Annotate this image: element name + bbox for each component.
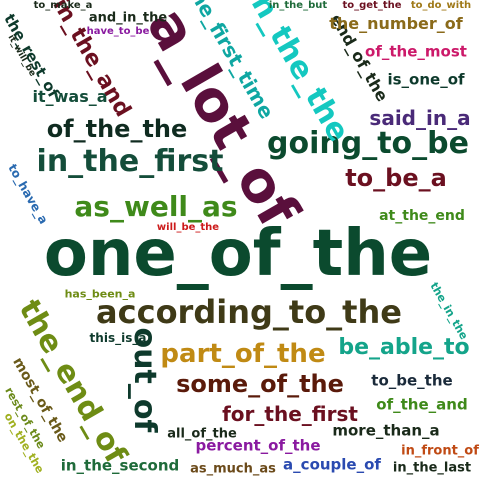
word-it-was-a: it_was_a: [32, 87, 108, 106]
word-be-able-to: be_able_to: [338, 335, 470, 360]
word-some-of-the: some_of_the: [176, 370, 344, 398]
word-of-the-the: of_the_the: [46, 115, 188, 143]
word-part-of-the: part_of_the: [160, 339, 326, 369]
word-the-number-of: the_number_of: [329, 14, 463, 33]
word-in-front-of: in_front_of: [401, 443, 479, 459]
word-to-make-a: to_make_a: [33, 0, 93, 11]
word-more-than-a: more_than_a: [332, 421, 440, 440]
word-as-much-as: as_much_as: [190, 461, 276, 477]
word-percent-of-the: percent_of_the: [195, 436, 321, 455]
word-for-the-first: for_the_first: [222, 402, 358, 426]
word-the-in-the: the_in_the: [427, 280, 471, 342]
word-is-one-of: is_one_of: [387, 70, 465, 89]
word-to-do-with: to_do_with: [410, 0, 472, 11]
word-at-the-end: at_the_end: [379, 208, 465, 224]
word-according-to-the: according_to_the: [96, 293, 402, 331]
word-of-the-most: of_the_most: [365, 42, 467, 61]
word-as-well-as: as_well_as: [74, 190, 238, 223]
word-has-been-a: has_been_a: [64, 287, 136, 301]
word-this-is-a: this_is_a: [89, 331, 147, 345]
word-to-be-the: to_be_the: [371, 371, 453, 390]
word-in-the-but: in_the_but: [268, 0, 328, 11]
word-and-in-the: and_in_the: [88, 10, 168, 26]
word-to-get-the: to_get_the: [342, 0, 402, 11]
word-all-of-the: all_of_the: [167, 426, 237, 442]
word-said-in-a: said_in_a: [369, 106, 471, 130]
word-one-of-the: one_of_the: [43, 217, 433, 291]
word-going-to-be: going_to_be: [267, 126, 469, 161]
word-of-the-and: of_the_and: [376, 395, 468, 414]
word-to-be-a: to_be_a: [345, 164, 447, 192]
word-have-to-be: have_to_be: [86, 26, 150, 37]
word-in-the-first: in_the_first: [36, 144, 224, 179]
word-in-the-second: in_the_second: [60, 456, 180, 475]
word-will-be-the: will_be_the: [156, 222, 220, 233]
word-a-couple-of: a_couple_of: [283, 455, 381, 474]
word-in-the-last: in_the_last: [392, 460, 472, 476]
